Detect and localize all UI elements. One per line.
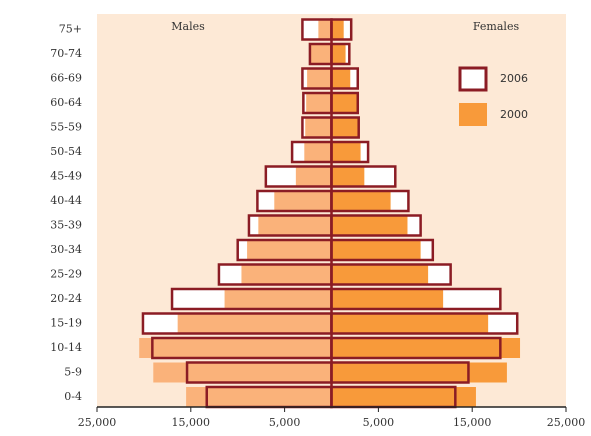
bar-2000 [247, 240, 332, 260]
y-tick-label: 0-4 [64, 390, 82, 403]
legend-swatch [459, 103, 487, 126]
bar-2000 [331, 215, 408, 236]
y-tick-label: 66-69 [50, 72, 82, 85]
bar-2000 [331, 142, 361, 162]
x-tick-label: 25,000 [78, 416, 117, 429]
bar-2000 [331, 44, 346, 64]
bar-2000 [331, 313, 489, 334]
bar-2000 [331, 166, 365, 187]
y-tick-label: 55-59 [50, 121, 82, 134]
y-tick-label: 5-9 [64, 366, 82, 379]
y-tick-label: 30-34 [50, 243, 82, 256]
bar-2000 [331, 117, 359, 138]
y-tick-label: 45-49 [50, 170, 82, 183]
y-tick-label: 20-24 [50, 292, 82, 305]
y-tick-label: 15-19 [50, 317, 82, 330]
bar-2000 [153, 362, 332, 383]
legend-label: 2000 [500, 108, 528, 121]
bar-2000 [241, 264, 332, 285]
y-tick-label: 75+ [59, 23, 82, 36]
bar-2000 [331, 19, 344, 40]
y-tick-label: 60-64 [50, 96, 82, 109]
x-tick-label: 15,000 [453, 416, 492, 429]
bar-2000 [331, 240, 421, 260]
bar-2000 [318, 19, 332, 40]
legend-swatch [458, 66, 488, 92]
legend-label: 2006 [500, 72, 528, 85]
bar-2000 [305, 117, 332, 138]
bar-2000 [177, 313, 332, 334]
bar-2000 [306, 93, 332, 113]
y-tick-label: 35-39 [50, 219, 82, 232]
bar-2000 [186, 387, 332, 407]
bar-2000 [307, 68, 332, 89]
y-tick-label: 50-54 [50, 145, 82, 158]
bar-2000 [331, 338, 521, 358]
bar-2000 [331, 362, 507, 383]
bar-2000 [224, 289, 332, 309]
bar-2000 [295, 166, 332, 187]
bar-2000 [331, 93, 358, 113]
bar-2000 [274, 191, 332, 211]
bar-2000 [310, 44, 332, 64]
x-tick-label: 5,000 [363, 416, 395, 429]
y-tick-label: 40-44 [50, 194, 82, 207]
males-label: Males [171, 20, 205, 33]
x-tick-label: 25,000 [547, 416, 586, 429]
bar-2000 [331, 387, 476, 407]
x-tick-label: 15,000 [172, 416, 211, 429]
y-tick-label: 70-74 [50, 47, 82, 60]
bar-2000 [331, 289, 444, 309]
y-tick-label: 25-29 [50, 268, 82, 281]
bar-2000 [304, 142, 332, 162]
bar-2000 [331, 68, 351, 89]
y-tick-label: 10-14 [50, 341, 82, 354]
bar-2000 [331, 264, 429, 285]
bar-2000 [139, 338, 332, 358]
bar-2000 [331, 191, 391, 211]
females-label: Females [473, 20, 520, 33]
bar-2000 [258, 215, 332, 236]
x-tick-label: 5,000 [269, 416, 301, 429]
